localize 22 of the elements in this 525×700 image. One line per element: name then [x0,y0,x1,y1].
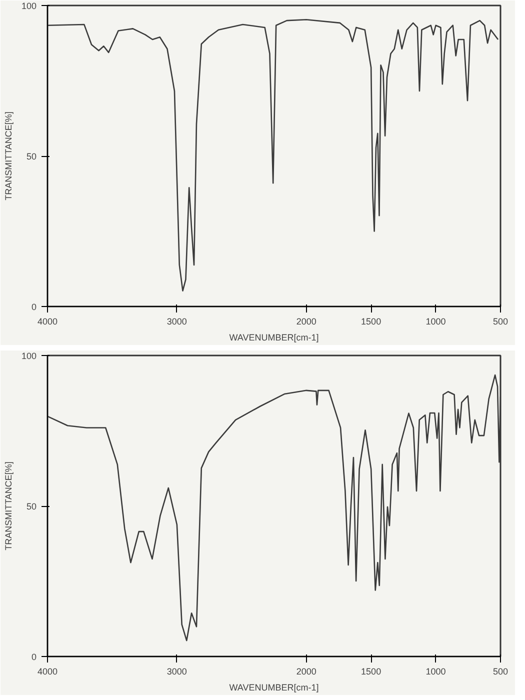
x-tick-label: 2000 [296,316,316,326]
x-tick-label: 1500 [361,666,382,676]
y-tick-label: 50 [26,502,37,512]
x-tick-label: 500 [492,666,508,676]
x-axis-title: WAVENUMBER[cm-1] [229,682,319,692]
y-axis-title: TRANSMITTANCE[%] [3,112,14,200]
y-tick-label: 0 [31,302,37,312]
x-tick-label: 1000 [426,666,446,676]
x-tick-label: 3000 [166,666,187,676]
y-tick-label: 50 [26,152,37,162]
y-tick-label: 100 [21,351,37,361]
x-axis-title: WAVENUMBER[cm-1] [229,332,319,342]
y-tick-label: 100 [21,1,37,11]
x-tick-label: 500 [492,316,508,326]
x-tick-label: 1000 [426,316,446,326]
x-tick-label: 3000 [166,316,187,326]
x-tick-label: 4000 [37,666,58,676]
x-tick-label: 1500 [361,316,382,326]
y-axis-title: TRANSMITTANCE[%] [3,462,14,550]
x-tick-label: 4000 [37,316,58,326]
x-tick-label: 2000 [296,666,316,676]
y-tick-label: 0 [31,652,37,662]
